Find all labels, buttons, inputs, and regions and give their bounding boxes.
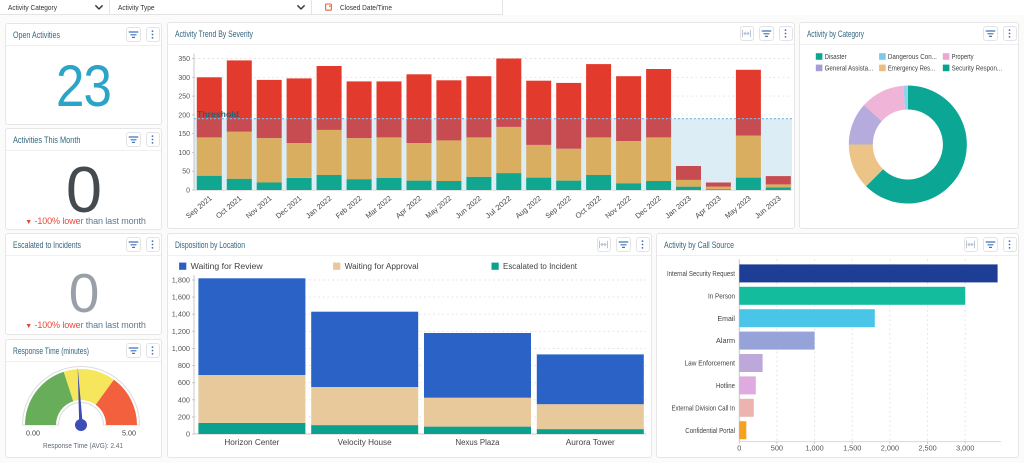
svg-text:300: 300 (178, 75, 190, 82)
svg-text:Oct 2022: Oct 2022 (573, 194, 603, 221)
svg-text:Law Enforcement: Law Enforcement (685, 361, 736, 368)
svg-text:Aurora Tower: Aurora Tower (566, 438, 615, 447)
svg-text:General Assista...: General Assista... (825, 66, 874, 73)
svg-text:Open Activities: Open Activities (13, 30, 60, 40)
svg-text:Escalated to Incident: Escalated to Incident (503, 262, 578, 271)
svg-text:200: 200 (178, 412, 190, 421)
svg-text:400: 400 (178, 395, 190, 404)
svg-text:Velocity House: Velocity House (338, 438, 392, 447)
svg-text:Aug 2022: Aug 2022 (514, 194, 544, 221)
svg-text:100: 100 (178, 150, 190, 157)
svg-text:Oct 2021: Oct 2021 (214, 194, 244, 221)
svg-text:Waiting for Approval: Waiting for Approval (345, 262, 419, 271)
svg-text:800: 800 (178, 361, 190, 370)
svg-text:2,500: 2,500 (918, 444, 936, 453)
svg-text:500: 500 (771, 444, 783, 453)
svg-text:Dangerous Con...: Dangerous Con... (888, 54, 937, 61)
svg-text:1,500: 1,500 (843, 444, 861, 453)
svg-text:5.00: 5.00 (122, 429, 136, 438)
svg-text:Sep 2021: Sep 2021 (184, 194, 214, 221)
svg-text:Dec 2021: Dec 2021 (274, 194, 304, 221)
svg-text:Nexus Plaza: Nexus Plaza (456, 438, 501, 447)
svg-text:2,000: 2,000 (881, 444, 899, 453)
svg-text:Alarm: Alarm (716, 338, 735, 345)
svg-text:Confidential Portal: Confidential Portal (685, 428, 735, 435)
svg-text:May 2022: May 2022 (424, 194, 454, 221)
svg-text:1,600: 1,600 (172, 293, 190, 302)
svg-text:Horizon Center: Horizon Center (224, 438, 279, 447)
svg-text:1,000: 1,000 (172, 344, 190, 353)
svg-text:200: 200 (178, 112, 190, 119)
svg-text:Jun 2022: Jun 2022 (454, 194, 484, 221)
svg-text:Nov 2022: Nov 2022 (603, 194, 633, 221)
svg-text:150: 150 (178, 131, 190, 138)
svg-text:1,000: 1,000 (805, 444, 823, 453)
svg-text:Activity by Call Source: Activity by Call Source (664, 240, 734, 250)
svg-text:External Division Call In: External Division Call In (672, 405, 736, 412)
svg-text:Security Respon...: Security Respon... (952, 66, 1003, 73)
svg-text:3,000: 3,000 (956, 444, 974, 453)
svg-text:Jan 2022: Jan 2022 (304, 194, 334, 221)
svg-text:Response Time (minutes): Response Time (minutes) (13, 346, 89, 356)
svg-text:1,400: 1,400 (172, 310, 190, 319)
svg-text:0: 0 (186, 430, 190, 439)
svg-text:In Person: In Person (708, 293, 735, 300)
svg-text:Dec 2022: Dec 2022 (633, 194, 663, 221)
svg-text:0.00: 0.00 (26, 429, 40, 438)
svg-text:Activity Trend By Severity: Activity Trend By Severity (175, 29, 253, 39)
svg-text:Mar 2022: Mar 2022 (364, 194, 394, 221)
svg-text:0: 0 (186, 188, 190, 195)
svg-text:Threshold: Threshold (197, 109, 239, 119)
svg-text:Nov 2021: Nov 2021 (244, 194, 274, 221)
svg-text:Internal Security Request: Internal Security Request (667, 271, 735, 278)
svg-text:Jan 2023: Jan 2023 (663, 194, 693, 221)
svg-text:Activities This Month: Activities This Month (13, 135, 81, 145)
svg-text:Response Time (AVG): 2.41: Response Time (AVG): 2.41 (43, 441, 123, 450)
svg-text:Sep 2022: Sep 2022 (543, 194, 573, 221)
svg-text:Jun 2023: Jun 2023 (753, 194, 783, 221)
svg-text:Disposition by Location: Disposition by Location (175, 240, 245, 250)
svg-text:600: 600 (178, 378, 190, 387)
svg-text:Apr 2023: Apr 2023 (693, 194, 723, 221)
svg-text:1,200: 1,200 (172, 327, 190, 336)
svg-text:250: 250 (178, 94, 190, 101)
svg-text:50: 50 (182, 169, 190, 176)
svg-text:Jul 2022: Jul 2022 (484, 194, 514, 221)
svg-text:Emergency Res...: Emergency Res... (888, 66, 935, 73)
svg-text:Escalated to Incidents: Escalated to Incidents (13, 240, 81, 250)
svg-text:Waiting for Review: Waiting for Review (191, 262, 263, 271)
svg-text:May 2023: May 2023 (723, 194, 753, 221)
svg-text:Apr 2022: Apr 2022 (394, 194, 424, 221)
svg-text:Feb 2022: Feb 2022 (334, 194, 364, 221)
svg-text:0: 0 (737, 444, 741, 453)
svg-text:Email: Email (718, 316, 736, 323)
svg-text:Activity by Category: Activity by Category (807, 29, 864, 39)
svg-text:Disaster: Disaster (825, 54, 848, 61)
svg-text:350: 350 (178, 56, 190, 63)
svg-text:Property: Property (952, 54, 974, 61)
svg-text:1,800: 1,800 (172, 276, 190, 285)
svg-text:Hotline: Hotline (716, 383, 735, 390)
